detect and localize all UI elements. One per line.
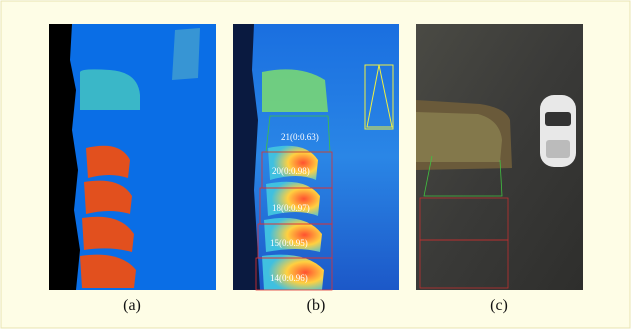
grass-region (416, 112, 502, 162)
caption: (b) (307, 297, 326, 314)
teal-noise (172, 28, 200, 80)
panel-c: (c) (416, 24, 583, 314)
figure: (a) 21(0:0.63) 20(0:0.98) 18(0:0.97) 15(… (0, 0, 631, 329)
page: (a) 21(0:0.63) 20(0:0.98) 18(0:0.97) 15(… (0, 0, 631, 329)
caption: (a) (123, 297, 141, 314)
slot-label: 14(0:0.96) (270, 273, 308, 283)
ego-car (540, 95, 576, 167)
slot-label: 21(0:0.63) (281, 132, 319, 142)
slot-label: 15(0:0.95) (270, 238, 308, 248)
panel-b: 21(0:0.63) 20(0:0.98) 18(0:0.97) 15(0:0.… (233, 24, 399, 314)
caption: (c) (490, 297, 508, 314)
panel-a: (a) (49, 24, 216, 314)
slot-label: 18(0:0.97) (272, 203, 310, 213)
slot-label: 20(0:0.98) (272, 166, 310, 176)
